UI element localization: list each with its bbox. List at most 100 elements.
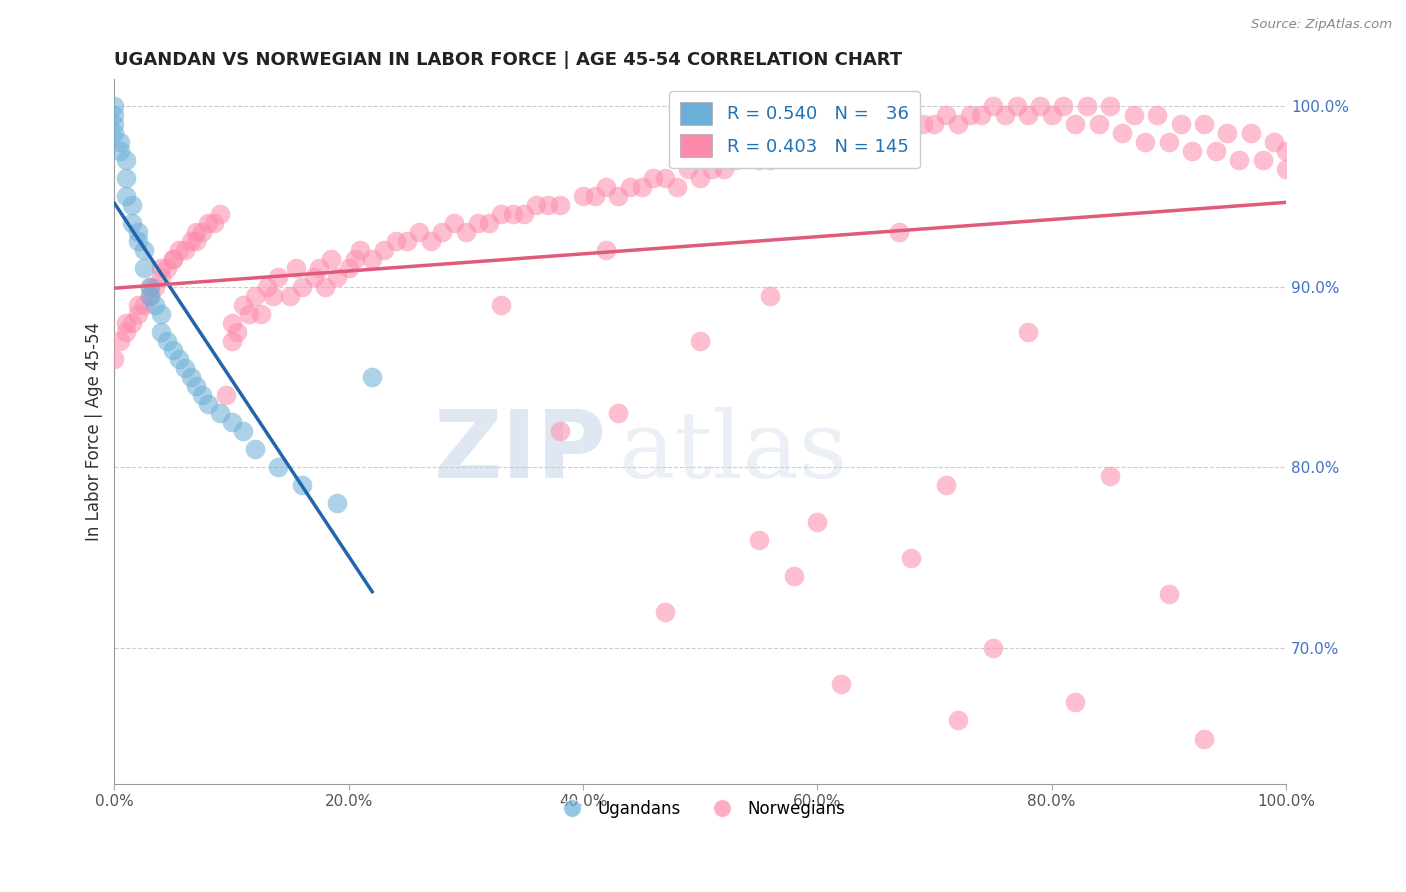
Point <box>186 225 208 239</box>
Point <box>215 388 238 402</box>
Point <box>343 252 366 267</box>
Text: atlas: atlas <box>619 408 848 498</box>
Point <box>1052 98 1074 112</box>
Point <box>186 235 208 249</box>
Point <box>1040 108 1063 122</box>
Point <box>145 279 167 293</box>
Text: ZIP: ZIP <box>433 407 606 499</box>
Point <box>127 307 149 321</box>
Point <box>103 98 125 112</box>
Point <box>876 126 898 140</box>
Point <box>935 478 957 492</box>
Point <box>900 126 922 140</box>
Point <box>278 288 301 302</box>
Point <box>291 279 314 293</box>
Point <box>132 261 155 276</box>
Point <box>150 325 173 339</box>
Point <box>1029 98 1052 112</box>
Point <box>197 397 219 411</box>
Point <box>643 171 665 186</box>
Point <box>830 135 852 149</box>
Point <box>478 216 501 230</box>
Point <box>121 216 143 230</box>
Point <box>783 569 806 583</box>
Point <box>110 334 132 348</box>
Point <box>806 515 828 529</box>
Point <box>285 261 308 276</box>
Point <box>121 316 143 330</box>
Point <box>349 244 371 258</box>
Text: UGANDAN VS NORWEGIAN IN LABOR FORCE | AGE 45-54 CORRELATION CHART: UGANDAN VS NORWEGIAN IN LABOR FORCE | AG… <box>114 51 903 69</box>
Point <box>186 379 208 393</box>
Point <box>1087 117 1109 131</box>
Point <box>173 244 195 258</box>
Point <box>1240 126 1263 140</box>
Point <box>665 180 688 194</box>
Point <box>748 533 770 547</box>
Point <box>167 244 190 258</box>
Point <box>156 334 179 348</box>
Point <box>321 252 343 267</box>
Point <box>103 351 125 366</box>
Point <box>619 180 641 194</box>
Point <box>262 288 284 302</box>
Point <box>489 297 512 311</box>
Point <box>191 225 214 239</box>
Point <box>572 189 595 203</box>
Point <box>226 325 249 339</box>
Point <box>1099 469 1122 483</box>
Point <box>607 406 630 420</box>
Point <box>127 225 149 239</box>
Point <box>1227 153 1250 167</box>
Point <box>138 279 160 293</box>
Point <box>454 225 477 239</box>
Point <box>132 297 155 311</box>
Point <box>361 252 384 267</box>
Point <box>432 225 454 239</box>
Point <box>208 406 231 420</box>
Point <box>208 207 231 221</box>
Point <box>1157 587 1180 601</box>
Point <box>145 297 167 311</box>
Point <box>127 297 149 311</box>
Point <box>232 424 254 438</box>
Point <box>232 297 254 311</box>
Point <box>595 180 617 194</box>
Point <box>167 351 190 366</box>
Point <box>841 126 863 140</box>
Point <box>115 316 138 330</box>
Point <box>267 270 290 285</box>
Point <box>267 460 290 475</box>
Point <box>1064 695 1087 709</box>
Point <box>654 171 676 186</box>
Point <box>127 235 149 249</box>
Point <box>1205 144 1227 158</box>
Point <box>1135 135 1157 149</box>
Point <box>238 307 260 321</box>
Point <box>243 442 266 457</box>
Point <box>302 270 325 285</box>
Point <box>1275 144 1298 158</box>
Point <box>1064 117 1087 131</box>
Point <box>1263 135 1285 149</box>
Point <box>291 478 314 492</box>
Point <box>308 261 330 276</box>
Point <box>103 108 125 122</box>
Point <box>911 117 934 131</box>
Point <box>689 171 711 186</box>
Point <box>419 235 441 249</box>
Point <box>1275 161 1298 176</box>
Point <box>678 161 700 176</box>
Point <box>180 370 202 384</box>
Point <box>1192 117 1215 131</box>
Point <box>513 207 536 221</box>
Point <box>783 144 806 158</box>
Point <box>150 261 173 276</box>
Point <box>103 117 125 131</box>
Legend: Ugandans, Norwegians: Ugandans, Norwegians <box>548 793 852 825</box>
Point <box>524 198 547 212</box>
Point <box>1157 135 1180 149</box>
Point <box>724 153 747 167</box>
Point <box>250 307 273 321</box>
Point <box>467 216 489 230</box>
